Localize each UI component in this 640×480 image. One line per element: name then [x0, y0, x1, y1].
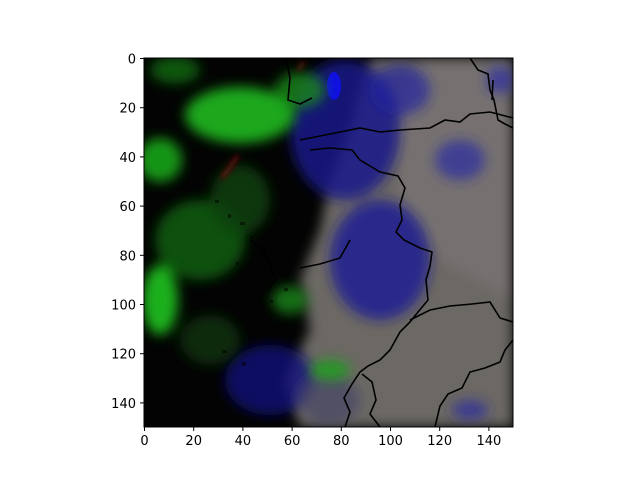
y-tick-label: 40: [119, 151, 136, 166]
green-region: [144, 58, 350, 380]
x-tick-label: 140: [476, 434, 501, 449]
x-tick-label: 120: [427, 434, 452, 449]
bright-blue-spot: [327, 72, 341, 100]
y-tick-label: 60: [119, 200, 136, 215]
x-tick-label: 40: [235, 434, 252, 449]
axes-frame: [143, 57, 514, 428]
y-tick-label: 140: [111, 397, 136, 412]
x-tick-label: 100: [378, 434, 403, 449]
satellite-image: [144, 58, 513, 427]
y-tick-label: 80: [119, 249, 136, 264]
y-tick-label: 100: [111, 299, 136, 314]
x-tick-label: 0: [140, 434, 148, 449]
x-tick-label: 20: [185, 434, 202, 449]
red-streaks: [220, 61, 306, 180]
x-tick-label: 60: [284, 434, 301, 449]
x-tick-label: 80: [333, 434, 350, 449]
y-tick-label: 20: [119, 102, 136, 117]
y-tick-label: 120: [111, 348, 136, 363]
y-axis: 0 20 40 60 80 100 120 140: [111, 53, 144, 412]
dark-speckles: [215, 200, 288, 366]
border-lines: [249, 58, 513, 427]
x-axis: 0 20 40 60 80 100 120 140: [140, 427, 501, 449]
y-tick-label: 0: [128, 53, 136, 68]
